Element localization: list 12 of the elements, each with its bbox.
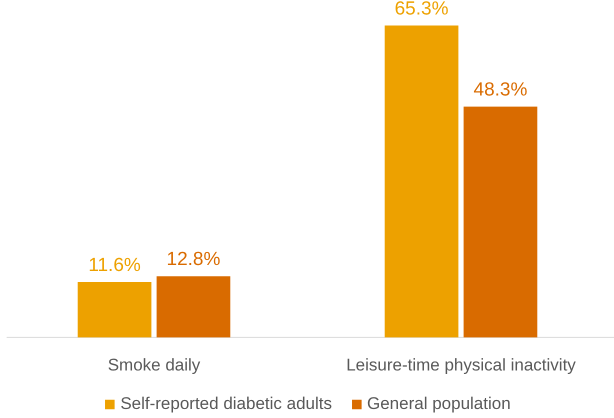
- data-label: 11.6%: [88, 254, 141, 276]
- legend-label: Self-reported diabetic adults: [120, 394, 332, 414]
- data-label: 65.3%: [394, 0, 449, 20]
- data-label: 12.8%: [166, 249, 220, 270]
- legend-label: General population: [367, 394, 511, 414]
- bar: [384, 25, 458, 338]
- x-tick-label: Smoke daily: [108, 355, 201, 374]
- data-label: 48.3%: [474, 80, 528, 101]
- bar: [156, 276, 230, 338]
- bar: [464, 106, 538, 338]
- bar: [78, 282, 152, 338]
- x-tick-label: Leisure-time physical inactivity: [346, 355, 576, 374]
